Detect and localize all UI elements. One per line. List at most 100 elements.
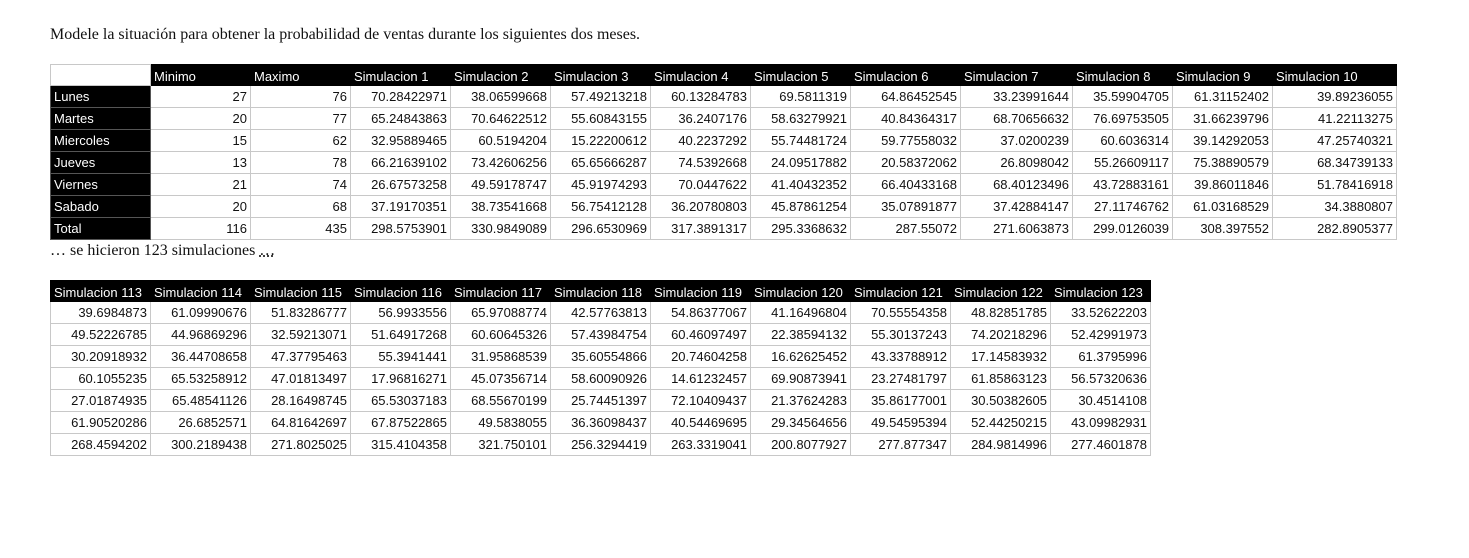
table-cell: 65.24843863 bbox=[350, 107, 451, 130]
table-cell: 57.43984754 bbox=[550, 323, 651, 346]
table-cell: 435 bbox=[250, 217, 351, 240]
table-cell: 287.55072 bbox=[850, 217, 961, 240]
table-cell: 60.1055235 bbox=[50, 367, 151, 390]
note-text: … se hicieron 123 simulaciones bbox=[50, 242, 260, 259]
table-cell: 60.6036314 bbox=[1072, 129, 1173, 152]
table-cell: 55.3941441 bbox=[350, 345, 451, 368]
column-header: Simulacion 116 bbox=[350, 280, 451, 302]
table-cell: 330.9849089 bbox=[450, 217, 551, 240]
column-header: Simulacion 9 bbox=[1172, 64, 1273, 86]
intro-text: Modele la situación para obtener la prob… bbox=[50, 26, 641, 43]
table-row: 61.90520286 26.6852571 64.81642697 67.87522… bbox=[50, 411, 1151, 434]
table-cell: 13 bbox=[150, 151, 251, 174]
column-header: Simulacion 2 bbox=[450, 64, 551, 86]
table-cell: 61.31152402 bbox=[1172, 85, 1273, 108]
table-cell: 29.34564656 bbox=[750, 411, 851, 434]
table-cell: 26.8098042 bbox=[960, 151, 1073, 174]
table-cell: 57.49213218 bbox=[550, 85, 651, 108]
column-header: Maximo bbox=[250, 64, 351, 86]
table-cell: 61.3795996 bbox=[1050, 345, 1151, 368]
table-cell: 49.52226785 bbox=[50, 323, 151, 346]
table-cell: 32.59213071 bbox=[250, 323, 351, 346]
row-label: Sabado bbox=[50, 195, 151, 218]
table-cell: 36.36098437 bbox=[550, 411, 651, 434]
simulations-note: … se hicieron 123 simulaciones … bbox=[50, 242, 275, 260]
column-header: Simulacion 7 bbox=[960, 64, 1073, 86]
table-cell: 65.48541126 bbox=[150, 389, 251, 412]
table-cell: 68.40123496 bbox=[960, 173, 1073, 196]
header-row: Simulacion 113 Simulacion 114 Simulacion 1… bbox=[50, 280, 1151, 302]
table-cell: 33.23991644 bbox=[960, 85, 1073, 108]
table-cell: 20.58372062 bbox=[850, 151, 961, 174]
table-cell: 66.21639102 bbox=[350, 151, 451, 174]
table-cell: 49.59178747 bbox=[450, 173, 551, 196]
column-header: Simulacion 8 bbox=[1072, 64, 1173, 86]
column-header: Simulacion 6 bbox=[850, 64, 961, 86]
table-cell: 22.38594132 bbox=[750, 323, 851, 346]
table-cell: 58.60090926 bbox=[550, 367, 651, 390]
table-cell: 41.16496804 bbox=[750, 301, 851, 324]
table-cell: 62 bbox=[250, 129, 351, 152]
table-cell: 52.44250215 bbox=[950, 411, 1051, 434]
table-cell: 16.62625452 bbox=[750, 345, 851, 368]
table-cell: 39.14292053 bbox=[1172, 129, 1273, 152]
table-cell: 78 bbox=[250, 151, 351, 174]
table-cell: 271.8025025 bbox=[250, 433, 351, 456]
table-cell: 35.07891877 bbox=[850, 195, 961, 218]
table-cell: 61.85863123 bbox=[950, 367, 1051, 390]
table-row: 30.20918932 36.44708658 47.37795463 55.3941… bbox=[50, 345, 1151, 368]
table-row: 268.4594202 300.2189438 271.8025025 315.410… bbox=[50, 433, 1151, 456]
table-cell: 36.20780803 bbox=[650, 195, 751, 218]
table-row: 49.52226785 44.96869296 32.59213071 51.6491… bbox=[50, 323, 1151, 346]
column-header: Simulacion 122 bbox=[950, 280, 1051, 302]
table-cell: 60.60645326 bbox=[450, 323, 551, 346]
row-label: Viernes bbox=[50, 173, 151, 196]
table-cell: 26.6852571 bbox=[150, 411, 251, 434]
table-cell: 41.40432352 bbox=[750, 173, 851, 196]
table-cell: 200.8077927 bbox=[750, 433, 851, 456]
table-cell: 51.78416918 bbox=[1272, 173, 1397, 196]
table-cell: 73.42606256 bbox=[450, 151, 551, 174]
table-cell: 15 bbox=[150, 129, 251, 152]
table-cell: 74.20218296 bbox=[950, 323, 1051, 346]
table-cell: 70.28422971 bbox=[350, 85, 451, 108]
table-cell: 116 bbox=[150, 217, 251, 240]
table-cell: 65.65666287 bbox=[550, 151, 651, 174]
row-label: Total bbox=[50, 217, 151, 240]
table-cell: 67.87522865 bbox=[350, 411, 451, 434]
table-cell: 35.86177001 bbox=[850, 389, 951, 412]
column-header: Minimo bbox=[150, 64, 251, 86]
table-cell: 43.72883161 bbox=[1072, 173, 1173, 196]
column-header: Simulacion 121 bbox=[850, 280, 951, 302]
table-cell: 70.55554358 bbox=[850, 301, 951, 324]
table-cell: 69.5811319 bbox=[750, 85, 851, 108]
table-cell: 20.74604258 bbox=[650, 345, 751, 368]
column-header: Simulacion 113 bbox=[50, 280, 151, 302]
simulation-table-last: Simulacion 113 Simulacion 114 Simulacion 1… bbox=[50, 280, 1151, 456]
table-cell: 60.13284783 bbox=[650, 85, 751, 108]
table-cell: 45.07356714 bbox=[450, 367, 551, 390]
table-cell: 66.40433168 bbox=[850, 173, 961, 196]
table-cell: 55.60843155 bbox=[550, 107, 651, 130]
table-cell: 295.3368632 bbox=[750, 217, 851, 240]
table-cell: 56.57320636 bbox=[1050, 367, 1151, 390]
column-header: Simulacion 5 bbox=[750, 64, 851, 86]
table-cell: 37.19170351 bbox=[350, 195, 451, 218]
column-header: Simulacion 117 bbox=[450, 280, 551, 302]
table-cell: 315.4104358 bbox=[350, 433, 451, 456]
table-cell: 55.30137243 bbox=[850, 323, 951, 346]
table-cell: 39.6984873 bbox=[50, 301, 151, 324]
table-cell: 56.75412128 bbox=[550, 195, 651, 218]
table-row: Lunes 27 76 70.28422971 38.06599668 57.492132… bbox=[50, 85, 1397, 108]
table-cell: 38.06599668 bbox=[450, 85, 551, 108]
table-cell: 68.70656632 bbox=[960, 107, 1073, 130]
table-cell: 40.2237292 bbox=[650, 129, 751, 152]
note-dots: … bbox=[259, 242, 276, 259]
table-cell: 298.5753901 bbox=[350, 217, 451, 240]
table-cell: 39.89236055 bbox=[1272, 85, 1397, 108]
table-cell: 15.22200612 bbox=[550, 129, 651, 152]
table-cell: 38.73541668 bbox=[450, 195, 551, 218]
column-header: Simulacion 114 bbox=[150, 280, 251, 302]
column-header: Simulacion 115 bbox=[250, 280, 351, 302]
table-cell: 69.90873941 bbox=[750, 367, 851, 390]
